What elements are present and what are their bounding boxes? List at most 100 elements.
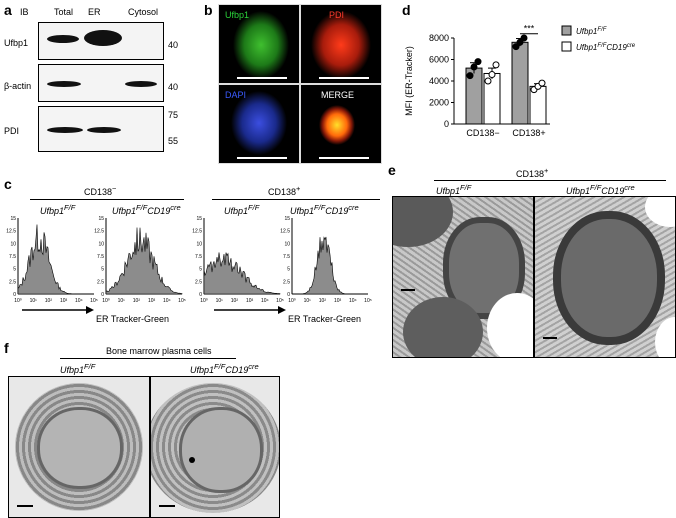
hist-x-tick: 10⁰ xyxy=(200,298,208,304)
hist-x-tick: 10¹ xyxy=(118,298,126,304)
data-point xyxy=(484,77,492,85)
c-group1-title: CD138− xyxy=(84,184,117,197)
marker-actin: 40 xyxy=(168,82,179,92)
y-tick-label: 8000 xyxy=(429,33,449,43)
micro-merge: MERGE xyxy=(300,84,382,164)
hist-x-tick: 10³ xyxy=(148,298,156,304)
hist-y-tick: 5 xyxy=(199,267,202,273)
hist-y-tick: 7.5 xyxy=(9,254,16,260)
data-point xyxy=(492,61,500,69)
hist-y-tick: 0 xyxy=(199,292,202,298)
hist-y-tick: 10 xyxy=(10,241,16,247)
significance-label: *** xyxy=(524,24,535,34)
marker-pdi-75: 75 xyxy=(168,110,179,120)
c-group2-title: CD138+ xyxy=(268,184,301,197)
hist-x-tick: 10⁴ xyxy=(261,298,269,304)
data-point xyxy=(538,79,546,87)
hist-x-tick: 10³ xyxy=(246,298,254,304)
hist-x-tick: 10⁵ xyxy=(276,298,284,304)
panel-f-label: f xyxy=(4,340,9,356)
data-point xyxy=(512,43,520,51)
c2-left-title: Ufbp1F/F xyxy=(224,203,260,216)
hist-y-tick: 7.5 xyxy=(195,254,202,260)
bar-chart: 0 2000 4000 6000 8000 MFI (ER-Tracker) CD138− C… xyxy=(404,24,636,138)
y-tick-label: 0 xyxy=(444,119,449,129)
hist-y-tick: 10 xyxy=(98,241,104,247)
hist-y-tick: 0 xyxy=(287,292,290,298)
hist-trace xyxy=(203,252,281,295)
marker-ufbp1: 40 xyxy=(168,40,179,50)
hist-x-tick: 10³ xyxy=(334,298,342,304)
c1-xlabel: ER Tracker-Green xyxy=(96,314,170,324)
c1-right-title: Ufbp1F/FCD19cre xyxy=(112,203,181,216)
hist-y-tick: 2.5 xyxy=(97,279,104,285)
micro-pdi: PDI xyxy=(300,4,382,84)
hist-x-tick: 10⁴ xyxy=(349,298,357,304)
em-f-left xyxy=(8,376,150,518)
e-title: CD138+ xyxy=(516,166,549,179)
panel-d-label: d xyxy=(402,2,411,18)
y-tick-label: 6000 xyxy=(429,55,449,65)
e-right-title: Ufbp1F/FCD19cre xyxy=(566,183,635,196)
hist-y-tick: 5 xyxy=(13,267,16,273)
y-axis-label: MFI (ER-Tracker) xyxy=(404,46,414,116)
panel-e-label: e xyxy=(388,162,396,178)
hist-x-tick: 10⁰ xyxy=(102,298,110,304)
hist-y-tick: 7.5 xyxy=(283,254,290,260)
hist-y-tick: 12.5 xyxy=(192,229,202,235)
c2-right-title: Ufbp1F/FCD19cre xyxy=(290,203,359,216)
col-cytosol: Cytosol xyxy=(128,7,159,17)
hist-y-tick: 7.5 xyxy=(97,254,104,260)
hist-x-tick: 10² xyxy=(319,298,327,304)
hist-x-tick: 10² xyxy=(231,298,239,304)
hist-y-tick: 15 xyxy=(284,216,290,222)
em-f-right xyxy=(150,376,280,518)
legend-swatch xyxy=(561,41,572,52)
hist-x-tick: 10¹ xyxy=(304,298,312,304)
hist-x-tick: 10⁵ xyxy=(90,298,98,304)
hist-x-tick: 10⁰ xyxy=(14,298,22,304)
marker-pdi-55: 55 xyxy=(168,136,179,146)
hist-y-tick: 2.5 xyxy=(195,279,202,285)
f-right-title: Ufbp1F/FCD19cre xyxy=(190,362,259,375)
arrow-head xyxy=(278,306,286,314)
em-e-right xyxy=(534,196,676,358)
c1-left-title: Ufbp1F/F xyxy=(40,203,76,216)
f-left-title: Ufbp1F/F xyxy=(60,362,96,375)
micro-ufbp1-label: Ufbp1 xyxy=(225,10,250,20)
blot-ufbp1 xyxy=(38,22,164,60)
hist-y-tick: 15 xyxy=(98,216,104,222)
hist-y-tick: 15 xyxy=(196,216,202,222)
blot-pdi xyxy=(38,106,164,152)
hist-x-tick: 10¹ xyxy=(216,298,224,304)
hist-x-tick: 10³ xyxy=(60,298,68,304)
panel-c-label: c xyxy=(4,176,12,192)
col-total: Total xyxy=(54,7,74,17)
hist-y-tick: 2.5 xyxy=(9,279,16,285)
micrograph-grid: Ufbp1 PDI DAPI MERGE xyxy=(218,4,382,164)
hist-x-tick: 10⁴ xyxy=(75,298,83,304)
panel-b-label: b xyxy=(204,2,213,18)
hist-x-tick: 10⁰ xyxy=(288,298,296,304)
row-actin-label: β-actin xyxy=(4,81,32,91)
row-ufbp1-label: Ufbp1 xyxy=(4,38,29,48)
micro-pdi-label: PDI xyxy=(329,10,345,20)
data-point xyxy=(516,38,524,46)
data-point xyxy=(488,71,496,79)
hist-x-tick: 10⁴ xyxy=(163,298,171,304)
em-e-left xyxy=(392,196,534,358)
row-pdi-label: PDI xyxy=(4,126,20,136)
y-tick-label: 4000 xyxy=(429,76,449,86)
category-label: CD138+ xyxy=(512,128,545,138)
legend-swatch xyxy=(561,25,572,36)
hist-x-tick: 10⁵ xyxy=(178,298,186,304)
micro-dapi: DAPI xyxy=(218,84,300,164)
hist-y-tick: 12.5 xyxy=(6,229,16,235)
data-point xyxy=(520,34,528,42)
hist-y-tick: 10 xyxy=(284,241,290,247)
c2-xlabel: ER Tracker-Green xyxy=(288,314,362,324)
micro-ufbp1: Ufbp1 xyxy=(218,4,300,84)
e-left-title: Ufbp1F/F xyxy=(436,183,472,196)
hist-y-tick: 5 xyxy=(287,267,290,273)
